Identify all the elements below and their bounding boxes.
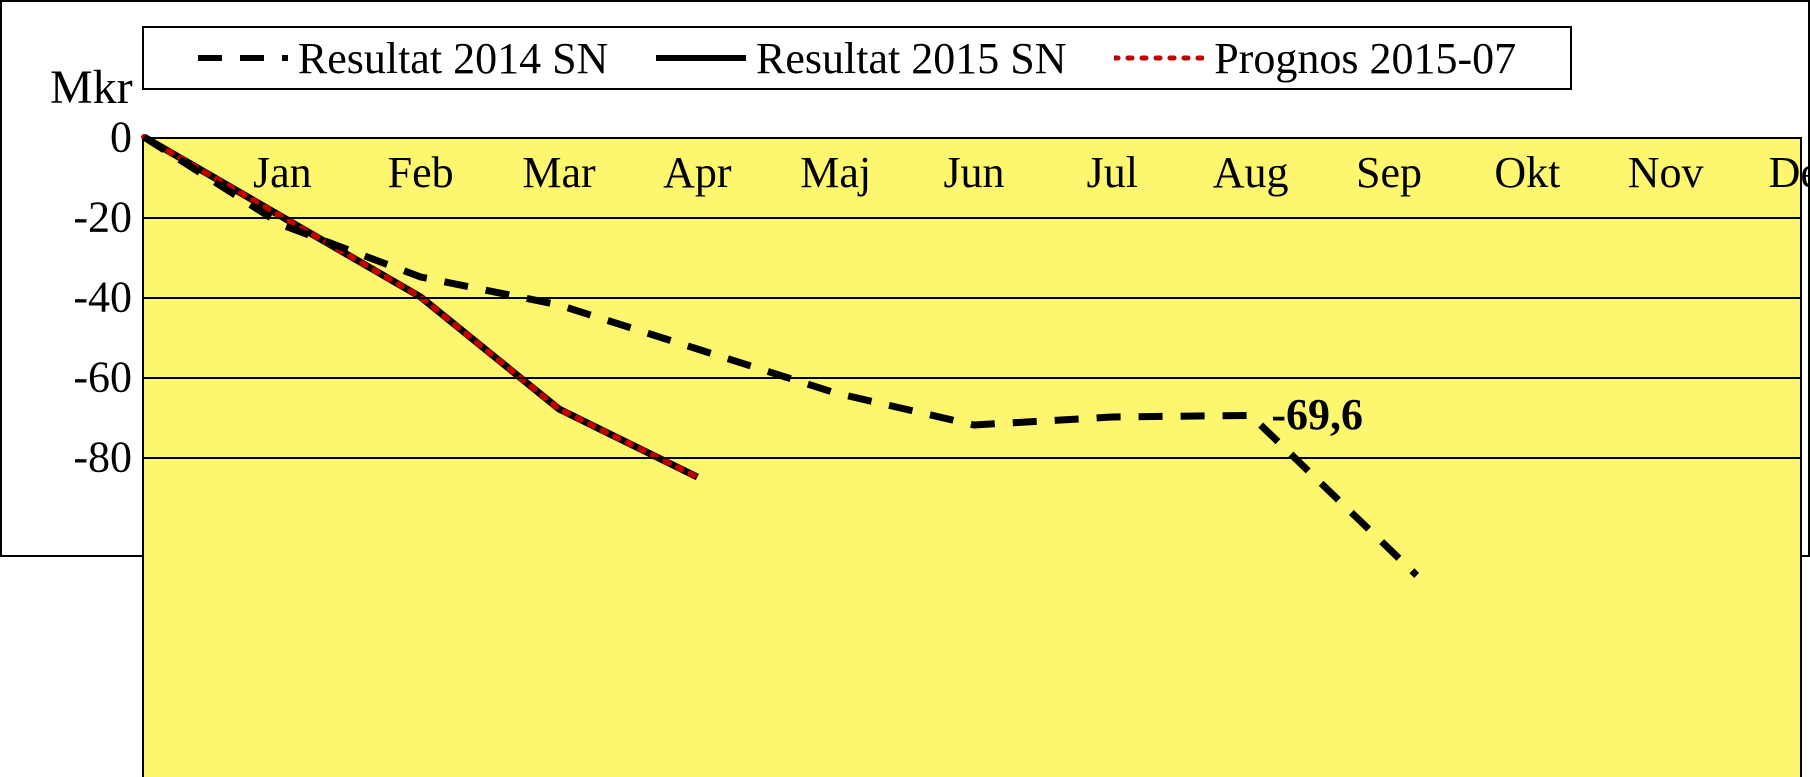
gridline <box>144 137 1800 139</box>
legend-item-1: Resultat 2015 SN <box>656 33 1066 84</box>
x-tick-label: Apr <box>663 147 731 198</box>
y-tick-label: -60 <box>73 352 144 403</box>
legend-item-2: Prognos 2015-07 <box>1114 33 1516 84</box>
x-tick-label: Jul <box>1087 147 1138 198</box>
data-label: -69,6 <box>1271 389 1363 440</box>
gridline <box>144 217 1800 219</box>
x-tick-label: Jan <box>253 147 312 198</box>
legend-swatch <box>1114 43 1204 73</box>
x-tick-label: Maj <box>800 147 871 198</box>
chart-legend: Resultat 2014 SN Resultat 2015 SN Prognos … <box>142 26 1572 90</box>
gridline <box>144 377 1800 379</box>
y-tick-label: 0 <box>110 112 144 163</box>
x-tick-label: Mar <box>522 147 595 198</box>
x-tick-label: Feb <box>388 147 454 198</box>
y-axis-title: Mkr <box>50 60 133 115</box>
legend-label: Resultat 2014 SN <box>298 33 608 84</box>
x-tick-label: Aug <box>1213 147 1289 198</box>
gridline <box>144 457 1800 459</box>
legend-item-0: Resultat 2014 SN <box>198 33 608 84</box>
x-tick-label: Nov <box>1628 147 1704 198</box>
x-tick-label: Jun <box>943 147 1004 198</box>
x-tick-label: Dec <box>1769 147 1810 198</box>
legend-label: Prognos 2015-07 <box>1214 33 1516 84</box>
y-tick-label: -80 <box>73 432 144 483</box>
gridline <box>144 297 1800 299</box>
x-tick-label: Sep <box>1356 147 1422 198</box>
y-tick-label: -40 <box>73 272 144 323</box>
legend-label: Resultat 2015 SN <box>756 33 1066 84</box>
y-tick-label: -20 <box>73 192 144 243</box>
x-tick-label: Okt <box>1494 147 1560 198</box>
legend-swatch <box>656 43 746 73</box>
series-resultat_2014 <box>144 137 1417 575</box>
plot-area: 0-20-40-60-80JanFebMarAprMajJunJulAugSep… <box>142 137 1802 777</box>
legend-swatch <box>198 43 288 73</box>
